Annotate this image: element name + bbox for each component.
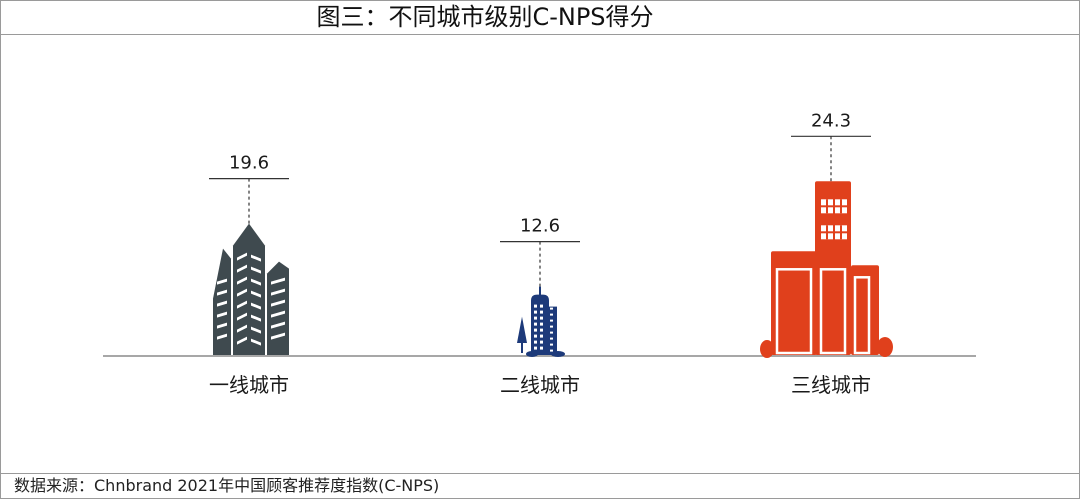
office-tower-icon bbox=[517, 286, 565, 357]
skyscraper-cluster-icon bbox=[213, 223, 289, 355]
category-label: 一线城市 bbox=[209, 373, 289, 397]
category-label: 三线城市 bbox=[791, 373, 871, 397]
category-label: 二线城市 bbox=[500, 373, 580, 397]
chart-title: 图三：不同城市级别C-NPS得分 bbox=[316, 3, 654, 31]
value-label: 24.3 bbox=[811, 110, 851, 131]
source-bar: 数据来源：Chnbrand 2021年中国顾客推荐度指数(C-NPS) bbox=[0, 473, 1080, 499]
source-note: 数据来源：Chnbrand 2021年中国顾客推荐度指数(C-NPS) bbox=[14, 476, 440, 495]
title-bar: 图三：不同城市级别C-NPS得分 bbox=[0, 0, 1080, 35]
lowrise-buildings-icon bbox=[760, 181, 893, 358]
value-label: 12.6 bbox=[520, 216, 560, 237]
chart-marks: 19.6 一线城市 12.6 二线城市 24.3 三线城市 bbox=[209, 110, 893, 397]
value-label: 19.6 bbox=[229, 153, 269, 174]
